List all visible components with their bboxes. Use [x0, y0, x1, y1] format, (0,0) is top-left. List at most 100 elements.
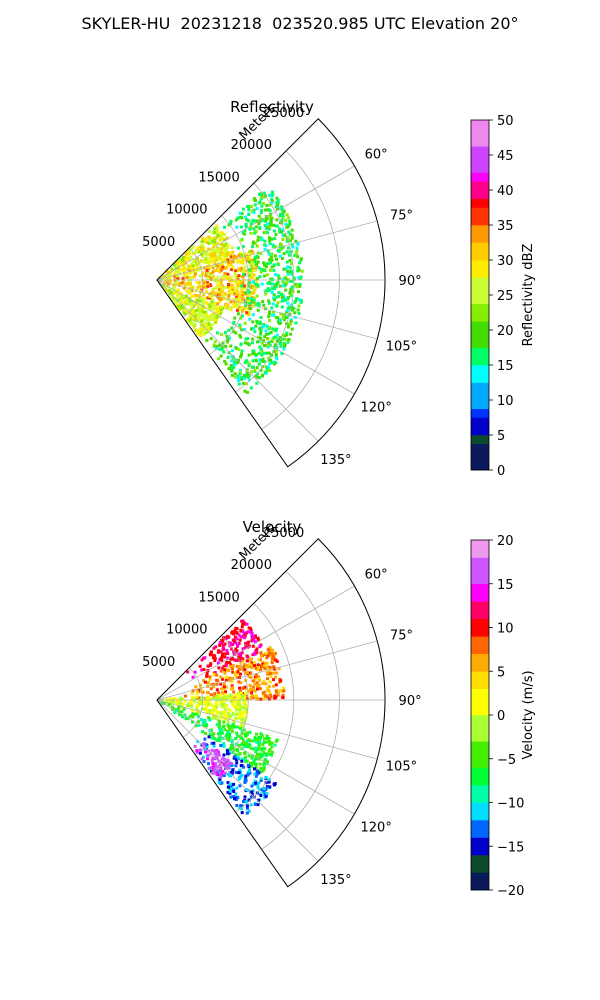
echo-gate [201, 300, 205, 304]
echo-gate [260, 282, 264, 286]
echo-gate [212, 716, 216, 720]
echo-gate [234, 658, 238, 662]
echo-gate [255, 285, 259, 289]
echo-gate [243, 685, 247, 689]
echo-gate [264, 651, 268, 655]
echo-gate [240, 804, 244, 808]
echo-gate [255, 782, 259, 786]
echo-gate [198, 751, 202, 755]
echo-gate [219, 310, 223, 314]
echo-gate [279, 342, 282, 345]
echo-gate [176, 709, 180, 712]
echo-gate [288, 232, 292, 236]
echo-gate [212, 672, 216, 676]
echo-gate [240, 212, 244, 216]
echo-gate [267, 688, 271, 692]
echo-gate [211, 734, 215, 738]
echo-gate [246, 360, 250, 364]
echo-gate [247, 205, 251, 209]
echo-gate [200, 303, 204, 307]
echo-gate [238, 784, 242, 788]
echo-gate [238, 704, 242, 708]
azimuth-tick-label: 75° [390, 208, 413, 223]
echo-gate [180, 258, 184, 262]
echo-gate [266, 273, 269, 277]
echo-gate [255, 319, 259, 323]
echo-gate [231, 723, 235, 727]
range-ring [209, 635, 249, 776]
echo-gate [266, 249, 270, 253]
echo-gate [225, 668, 229, 672]
echo-gate [267, 365, 271, 369]
echo-gate [219, 231, 223, 235]
echo-gate [240, 807, 244, 811]
echo-gate [222, 232, 226, 236]
echo-gate [215, 752, 219, 756]
echo-gate [282, 267, 286, 271]
echo-gate [263, 191, 266, 195]
echo-gate [245, 622, 249, 626]
colorbar-segment [471, 233, 489, 243]
echo-gate [224, 275, 228, 279]
echo-gate [240, 375, 244, 379]
echo-gate [206, 284, 210, 288]
echo-gate [169, 290, 173, 294]
echo-gate [282, 689, 286, 693]
echo-gate [270, 753, 273, 757]
echo-gate [262, 303, 266, 307]
echo-gate [294, 239, 298, 243]
echo-gate [274, 224, 278, 228]
echo-gate [251, 687, 255, 691]
echo-gate [240, 328, 244, 332]
echo-gate [213, 261, 217, 265]
azimuth-tick-label: 135° [320, 453, 351, 468]
echo-gate [239, 286, 243, 289]
echo-gate [250, 269, 254, 273]
echo-gate [252, 210, 256, 214]
echo-gate [258, 687, 262, 691]
echo-gate [240, 291, 244, 295]
echo-gate [206, 753, 210, 757]
echo-gate [225, 334, 229, 338]
echo-gate [256, 284, 260, 288]
echo-gate [203, 747, 207, 751]
echo-gate [236, 643, 240, 647]
echo-gate [249, 286, 253, 290]
echo-gate [174, 260, 178, 264]
echo-gate [257, 746, 261, 750]
echo-gate [207, 716, 211, 720]
echo-gate [246, 296, 249, 300]
echo-gate [241, 256, 245, 260]
echo-gate [212, 258, 216, 262]
echo-gate [199, 702, 203, 705]
echo-gate [220, 262, 224, 265]
echo-gate [237, 246, 240, 250]
echo-gate [191, 245, 195, 249]
echo-gate [164, 275, 167, 279]
echo-gate [225, 247, 229, 251]
echo-gate [227, 732, 231, 736]
colorbar-tick-label: 10 [497, 394, 514, 409]
echo-gate [247, 284, 251, 288]
colorbar-tick-label: 35 [497, 219, 514, 234]
echo-gate [216, 264, 220, 268]
echo-gate [161, 274, 165, 278]
echo-gate [241, 741, 245, 745]
echo-gate [239, 635, 243, 638]
colorbar-segment [471, 557, 489, 567]
echo-gate [219, 775, 223, 779]
echo-gate [170, 297, 174, 301]
echo-gate [263, 737, 266, 741]
echo-gate [285, 333, 288, 337]
colorbar-segment [471, 697, 489, 707]
echo-gate [202, 327, 206, 331]
echo-gate [253, 689, 257, 693]
echo-gate [267, 299, 271, 303]
echo-gate [177, 305, 181, 308]
echo-gate [256, 238, 260, 242]
echo-gate [236, 361, 240, 365]
range-tick-label: 25000 [263, 106, 304, 121]
echo-gate [250, 298, 254, 302]
echo-gate [267, 665, 270, 669]
